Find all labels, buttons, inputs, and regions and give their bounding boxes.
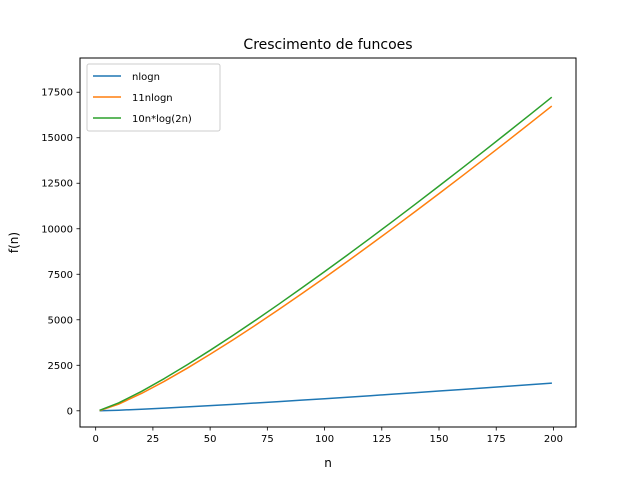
y-tick-label: 17500 — [41, 88, 73, 99]
series-line-3 — [99, 96, 553, 412]
y-tick-label: 10000 — [41, 224, 73, 235]
legend-label-2: 11nlogn — [132, 93, 173, 104]
chart-title: Crescimento de funcoes — [243, 37, 412, 53]
series-line-2 — [99, 105, 553, 412]
x-tick-label: 200 — [544, 434, 563, 445]
x-tick-label: 25 — [147, 434, 160, 445]
x-tick-label: 175 — [487, 434, 506, 445]
x-tick-label: 150 — [429, 434, 448, 445]
series-layer — [99, 96, 553, 412]
x-axis-label: n — [324, 456, 332, 470]
legend-label-3: 10n*log(2n) — [132, 114, 192, 125]
x-tick-label: 75 — [261, 434, 274, 445]
legend-box — [86, 63, 221, 132]
y-tick-label: 7500 — [48, 270, 73, 281]
x-tick-label: 100 — [315, 434, 334, 445]
y-tick-label: 15000 — [41, 133, 73, 144]
x-tick-label: 125 — [372, 434, 391, 445]
x-tick-label: 50 — [204, 434, 217, 445]
y-axis-label: f(n) — [7, 232, 21, 253]
series-line-1 — [99, 382, 552, 412]
y-axis-ticks: 0 2500 5000 7500 10000 12500 15000 17500 — [41, 88, 80, 417]
plot-frame — [79, 57, 577, 428]
x-tick-label: 0 — [92, 434, 98, 445]
y-tick-label: 0 — [67, 406, 73, 417]
y-tick-label: 12500 — [41, 179, 73, 190]
legend: nlogn 11nlogn 10n*log(2n) — [86, 63, 221, 132]
legend-label-1: nlogn — [132, 72, 160, 83]
x-axis-ticks: 0 25 50 75 100 125 150 175 200 — [92, 427, 563, 445]
y-tick-label: 2500 — [48, 361, 73, 372]
y-tick-label: 5000 — [48, 315, 73, 326]
